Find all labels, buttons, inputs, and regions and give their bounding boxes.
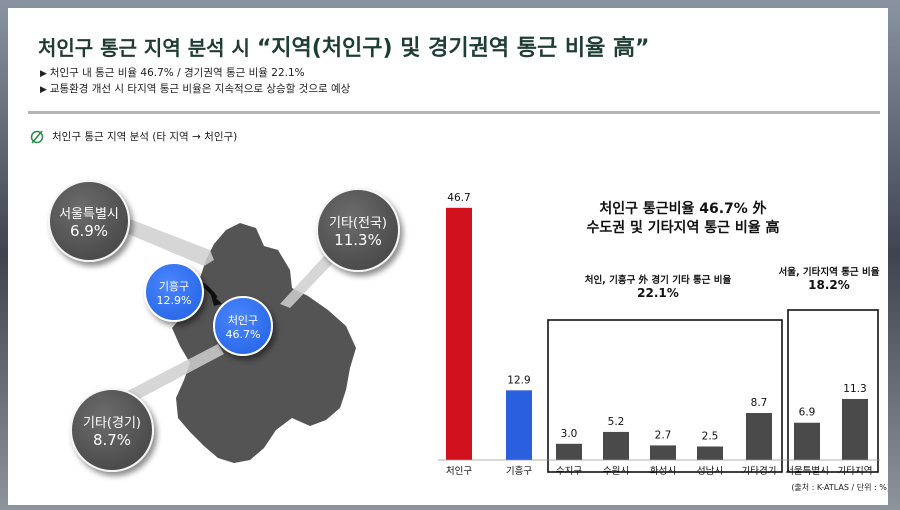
bullet-item: 교통환경 개선 시 타지역 통근 비율은 지속적으로 상승할 것으로 예상: [40, 82, 351, 98]
headline-line: 처인구 통근비율 46.7% 外: [599, 201, 767, 217]
group-frame-gyeonggi: [547, 319, 783, 473]
slide: 처인구 통근 지역 분석 시 “지역(처인구) 및 경기권역 통근 비율 高” …: [8, 8, 888, 505]
category-label: 수지구: [556, 466, 582, 477]
title-emphasis: “지역(처인구) 및 경기권역 통근 비율 高”: [256, 36, 650, 61]
bubble-value: 6.9%: [69, 221, 109, 240]
bubble-value: 8.7%: [92, 430, 132, 449]
flow-arrow-other-gyeonggi: [114, 344, 224, 408]
bubble-value: 46.7%: [225, 327, 261, 341]
bar-value-label: 8.7: [751, 397, 768, 409]
category-label: 수원시: [603, 466, 629, 477]
source-note: (출처 : K-ATLAS / 단위 : %): [791, 483, 888, 492]
bubble-giheung: 기흥구 12.9%: [144, 262, 204, 322]
flow-arrow-other-national: [280, 256, 334, 308]
bar-value-label: 46.7: [447, 192, 470, 204]
headline-line: 수도권 및 기타지역 통근 비율 高: [586, 220, 780, 236]
bubble-seoul: 서울특별시 6.9%: [48, 180, 130, 262]
category-label: 성남시: [697, 466, 723, 477]
bar-value-label: 2.7: [655, 429, 672, 441]
bar-value-label: 5.2: [608, 416, 625, 428]
commute-map: 서울특별시 6.9% 기타(전국) 11.3% 기흥구 12.9% 처인구 46…: [28, 158, 448, 503]
section-header: 처인구 통근 지역 분석 (타 지역 → 처인구): [30, 129, 237, 144]
category-label: 기타지역: [838, 466, 873, 477]
group-label-value: 22.1%: [637, 286, 679, 300]
category-label: 서울특별시: [785, 466, 829, 477]
bubble-name: 기타(경기): [83, 415, 141, 431]
divider: [28, 111, 880, 114]
bubble-other-gyeonggi: 기타(경기) 8.7%: [70, 388, 154, 472]
bar-value-label: 2.5: [702, 431, 719, 443]
bubble-name: 서울특별시: [59, 206, 119, 222]
category-label: 화성시: [650, 466, 676, 477]
bubble-value: 12.9%: [156, 293, 192, 307]
bar-1: [506, 390, 532, 460]
flow-arrow-seoul: [114, 216, 214, 266]
page-title: 처인구 통근 지역 분석 시 “지역(처인구) 및 경기권역 통근 비율 高”: [38, 30, 650, 62]
bar-6: [746, 413, 772, 460]
section-icon: [30, 130, 44, 143]
category-label: 기흥구: [506, 465, 532, 477]
bullet-item: 처인구 내 통근 비율 46.7% / 경기권역 통근 비율 22.1%: [40, 66, 350, 82]
bar-value-label: 12.9: [507, 374, 530, 386]
title-prefix: 처인구 통근 지역 분석 시: [38, 36, 257, 60]
chart-svg: 46.7 처인구 12.9 기흥구 3.0 수지구 5.2 수원시 2.7 화성시 2.5 성남시 8.…: [438, 192, 880, 477]
bar-0: [446, 207, 472, 460]
bar-8: [842, 398, 868, 460]
bubble-name: 기흥구: [158, 279, 190, 293]
bar-7: [794, 422, 820, 460]
bar-value-label: 11.3: [843, 383, 866, 395]
bar-2: [556, 443, 582, 460]
section-title: 처인구 통근 지역 분석 (타 지역 → 처인구): [52, 131, 238, 143]
group-label-seoul: 서울, 기타지역 통근 비율 18.2%: [768, 264, 888, 292]
bar-value-label: 3.0: [561, 428, 578, 440]
bar-value-label: 6.9: [799, 407, 816, 419]
category-label: 기타경기: [742, 465, 777, 477]
bubble-cheoin: 처인구 46.7%: [213, 296, 273, 356]
group-label-value: 18.2%: [808, 278, 850, 292]
bar-5: [697, 446, 723, 460]
group-frame-seoul: [787, 309, 879, 473]
summary-bullets: 처인구 내 통근 비율 46.7% / 경기권역 통근 비율 22.1% 교통환…: [40, 66, 351, 98]
commute-bar-chart: 46.7 처인구 12.9 기흥구 3.0 수지구 5.2 수원시 2.7 화성시 2.5 성남시 8.…: [428, 158, 888, 503]
group-label-text: 서울, 기타지역 통근 비율: [778, 267, 880, 278]
category-label: 처인구: [446, 465, 472, 477]
bar-3: [603, 431, 629, 460]
arrow-head: [210, 292, 222, 306]
group-label-text: 처인, 기흥구 外 경기 기타 통근 비율: [584, 275, 732, 286]
bubble-name: 처인구: [227, 313, 259, 327]
chart-headline: 처인구 통근비율 46.7% 外 수도권 및 기타지역 통근 비율 高: [558, 200, 808, 238]
group-label-gyeonggi: 처인, 기흥구 外 경기 기타 통근 비율 22.1%: [538, 272, 778, 300]
bubble-name: 기타(전국): [329, 215, 387, 231]
bubble-other-national: 기타(전국) 11.3%: [316, 188, 400, 272]
bar-4: [650, 445, 676, 460]
bubble-value: 11.3%: [334, 230, 382, 249]
